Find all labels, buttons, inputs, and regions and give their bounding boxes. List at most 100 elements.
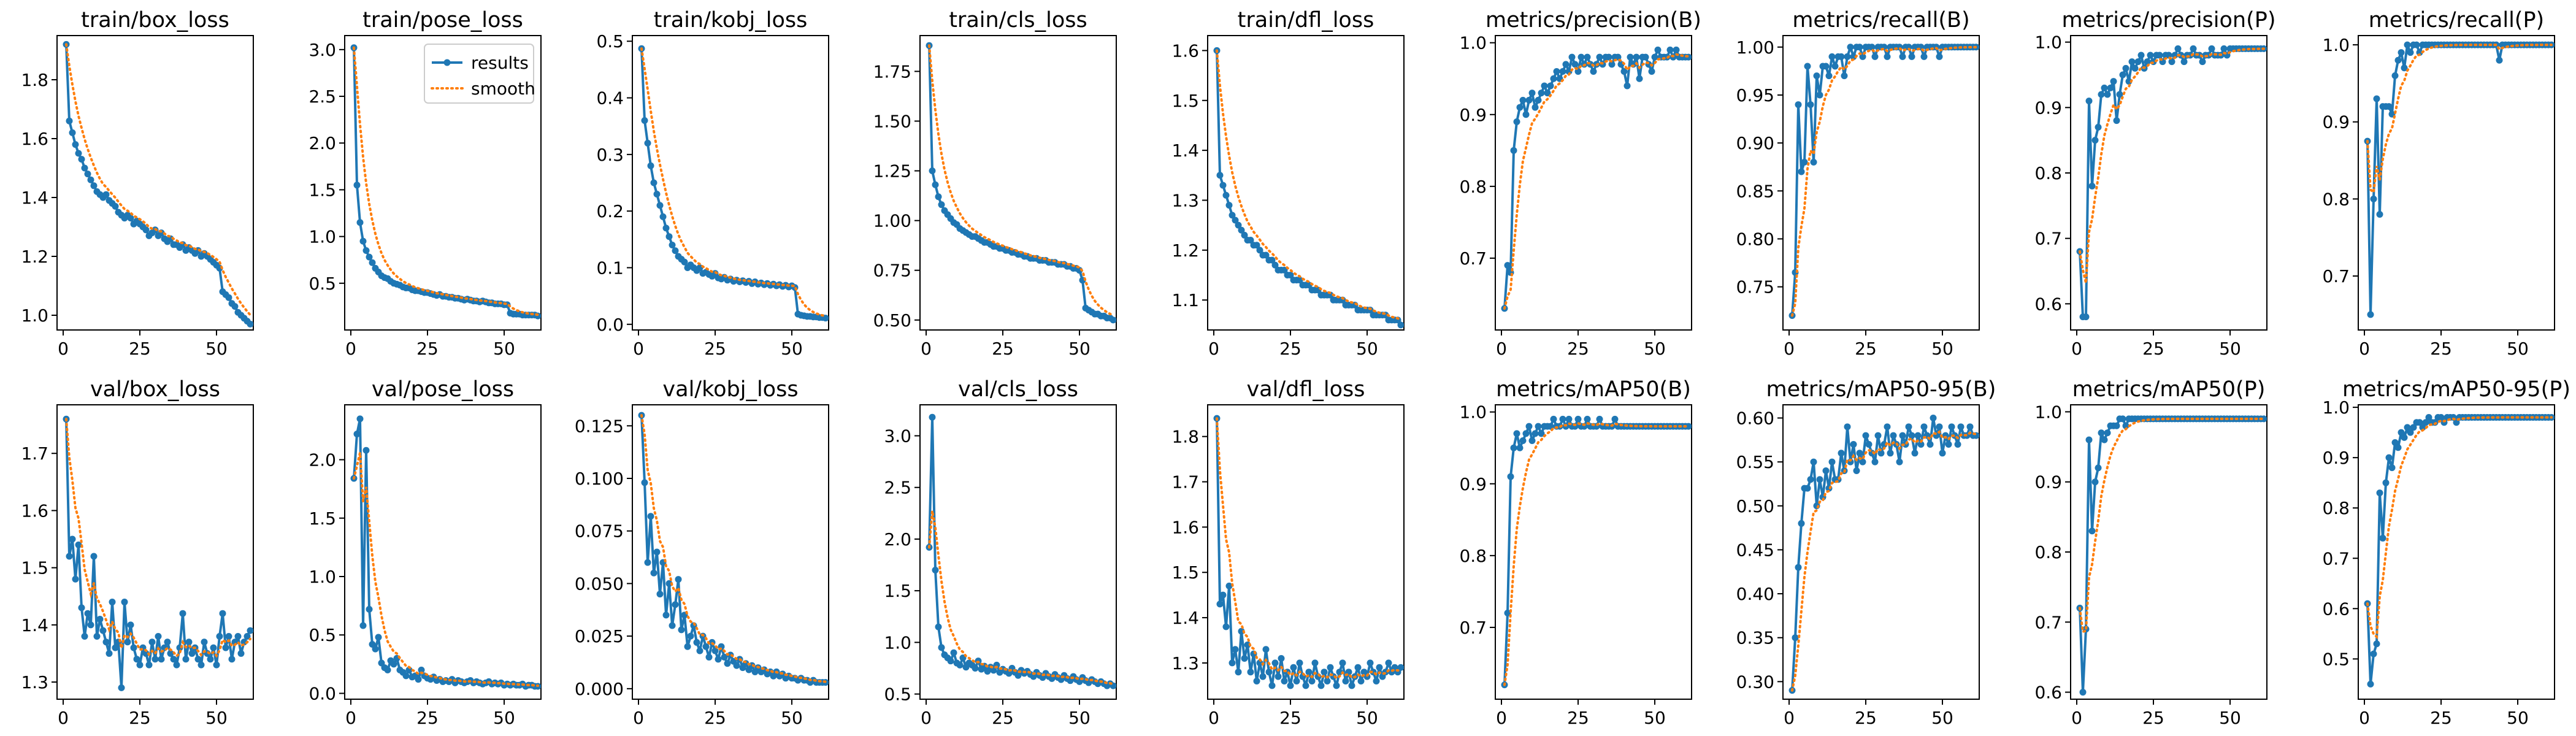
results-point <box>102 191 110 198</box>
y-tick-label: 0.1 <box>596 258 624 278</box>
results-point <box>1305 669 1313 676</box>
y-tick-label: 1.5 <box>309 180 336 200</box>
results-point <box>109 599 116 606</box>
results-point <box>234 632 242 640</box>
results-point <box>145 661 153 669</box>
results-point <box>938 644 945 651</box>
results-point <box>956 661 964 669</box>
y-tick-label: 1.5 <box>309 508 336 529</box>
results-point <box>1856 450 1863 457</box>
plot-area <box>1501 415 1692 689</box>
y-tick-label: 0.55 <box>1736 452 1774 472</box>
y-tick-label: 1.1 <box>1171 290 1199 310</box>
x-tick-label: 0 <box>633 339 644 359</box>
x-tick-label: 0 <box>633 708 644 728</box>
panel-title: val/cls_loss <box>958 377 1078 402</box>
y-tick-label: 1.5 <box>1171 91 1199 111</box>
x-tick-label: 0 <box>1496 708 1507 728</box>
x-tick-label: 0 <box>345 708 356 728</box>
results-point <box>372 645 379 653</box>
results-point <box>2404 41 2411 48</box>
results-point <box>932 566 939 573</box>
x-tick-label: 25 <box>1855 339 1877 359</box>
results-point <box>662 611 670 619</box>
results-point <box>647 162 654 169</box>
results-point <box>1608 61 1616 68</box>
results-point <box>1596 53 1603 61</box>
results-point <box>2101 436 2108 443</box>
results-line <box>1791 416 1976 691</box>
results-point <box>2113 422 2120 429</box>
results-point <box>2119 415 2126 423</box>
x-tick-label: 0 <box>921 708 932 728</box>
plot-area <box>638 45 829 322</box>
results-point <box>75 150 82 157</box>
results-point <box>1666 46 1674 53</box>
y-tick-label: 1.7 <box>21 443 48 464</box>
panel-val-cls-loss: val/cls_loss 0 25 50 0.5 1.0 1.5 2.0 2.5 3.0 <box>884 377 1117 728</box>
results-point <box>2088 182 2096 190</box>
results-point <box>2367 680 2374 688</box>
results-point <box>656 202 664 209</box>
results-point <box>2079 689 2087 696</box>
results-point <box>188 650 196 657</box>
results-point <box>1627 53 1634 61</box>
results-point <box>1605 53 1612 61</box>
results-point <box>2168 58 2175 66</box>
results-point <box>1871 458 1879 466</box>
results-point <box>1562 61 1570 68</box>
results-point <box>1850 440 1857 448</box>
results-point <box>1825 72 1833 80</box>
y-tick-label: 1.75 <box>873 61 911 82</box>
results-point <box>721 653 728 661</box>
results-point <box>1948 423 1955 431</box>
x-tick-label: 25 <box>2142 339 2164 359</box>
results-point <box>133 656 140 663</box>
results-point <box>418 666 425 673</box>
results-point <box>2373 640 2380 648</box>
results-point <box>1844 53 1851 60</box>
results-point <box>1936 53 1943 60</box>
results-point <box>1822 63 1830 70</box>
results-point <box>243 632 251 640</box>
results-point <box>2388 464 2396 472</box>
results-point <box>1865 440 1873 448</box>
y-tick-label: 0.9 <box>2322 112 2350 132</box>
results-point <box>2082 313 2090 321</box>
x-tick-label: 50 <box>493 339 515 359</box>
results-point <box>72 141 79 148</box>
x-tick-label: 25 <box>992 708 1014 728</box>
panel-metrics-map50-95-p: metrics/mAP50-95(P) 0 25 50 0.5 0.6 0.7 0.8 0.9 1… <box>2322 377 2570 728</box>
results-point <box>672 601 679 608</box>
results-point <box>929 413 936 421</box>
results-point <box>93 632 101 640</box>
results-point <box>2407 429 2414 436</box>
y-tick-label: 1.5 <box>1171 562 1199 583</box>
results-point <box>384 666 391 673</box>
panel-title: val/pose_loss <box>372 377 514 402</box>
y-tick-label: 0.75 <box>873 261 911 281</box>
y-tick-label: 0.95 <box>1736 85 1774 105</box>
results-point <box>2088 527 2096 535</box>
smooth-line <box>928 510 1114 686</box>
results-point <box>2110 78 2117 85</box>
results-point <box>362 447 370 454</box>
results-point <box>2496 56 2503 64</box>
y-tick-label: 1.0 <box>884 632 911 653</box>
results-point <box>2367 311 2374 318</box>
results-point <box>653 190 661 197</box>
results-point <box>1522 111 1530 118</box>
axes-frame <box>344 404 542 700</box>
panel-metrics-precision-b: metrics/precision(B) 0 25 50 0.7 0.8 0.9 1.0 <box>1459 8 1701 359</box>
results-point <box>950 649 957 656</box>
y-tick-label: 2.0 <box>309 133 336 153</box>
results-point <box>656 591 664 598</box>
results-point <box>1216 600 1224 608</box>
x-tick-label: 0 <box>2071 708 2082 728</box>
results-point <box>1241 231 1248 239</box>
plot-area <box>638 412 829 686</box>
results-point <box>415 676 422 683</box>
results-point <box>1538 430 1545 437</box>
results-point <box>225 632 232 640</box>
x-tick-label: 0 <box>921 339 932 359</box>
